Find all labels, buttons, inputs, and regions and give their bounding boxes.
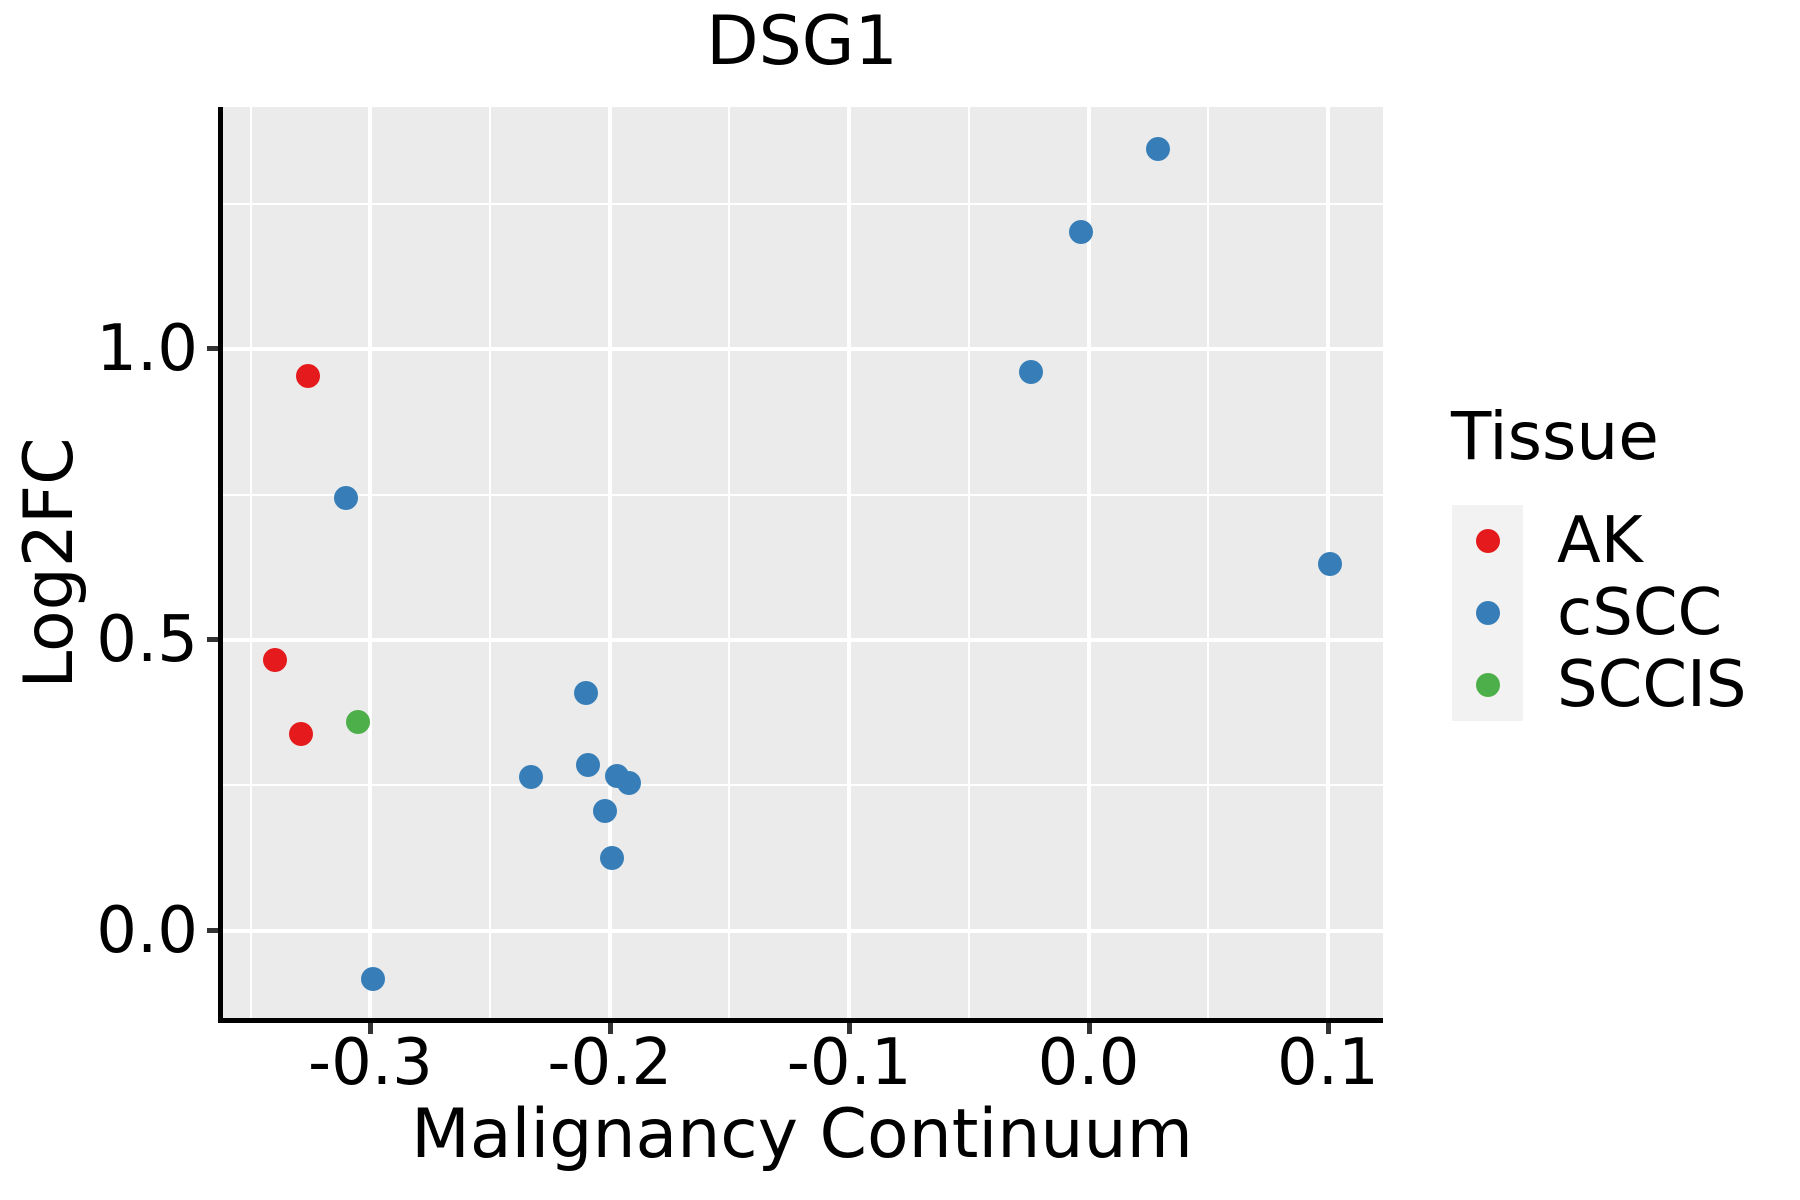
x-gridline-minor [728, 107, 731, 1020]
x-gridline-minor [967, 107, 970, 1020]
y-gridline-minor [222, 493, 1383, 496]
x-gridline-major [1086, 107, 1091, 1020]
y-axis-line [218, 107, 223, 1023]
y-tick [207, 346, 218, 352]
x-gridline-major [368, 107, 373, 1020]
data-point-cscc [600, 846, 625, 871]
legend-entry-label: AK [1557, 504, 1643, 578]
x-tick-label: -0.1 [786, 1026, 912, 1100]
legend-title: Tissue [1451, 398, 1659, 475]
y-gridline-major [222, 347, 1383, 352]
y-tick [207, 637, 218, 643]
y-tick [207, 927, 218, 933]
data-point-cscc [593, 799, 617, 824]
data-point-cscc [518, 764, 543, 789]
y-gridline-minor [222, 784, 1383, 787]
data-point-cscc [573, 680, 598, 705]
legend-entry-label: SCCIS [1557, 648, 1747, 722]
chart-title: DSG1 [706, 2, 898, 81]
legend-entry-label: cSCC [1557, 576, 1723, 650]
legend-swatch-dot [1475, 673, 1500, 697]
data-point-cscc [1145, 136, 1170, 161]
data-point-cscc [360, 966, 385, 991]
data-point-sccis [346, 710, 371, 735]
y-tick-label: 0.0 [96, 893, 198, 968]
legend-key [1452, 649, 1523, 721]
data-point-cscc [1069, 220, 1094, 245]
y-tick-label: 0.5 [96, 603, 198, 678]
x-tick [847, 1023, 853, 1034]
data-point-ak [296, 363, 321, 388]
x-tick-label: 0.1 [1277, 1026, 1379, 1100]
data-point-cscc [576, 753, 601, 778]
legend-key [1452, 577, 1523, 649]
x-tick-label: -0.2 [547, 1026, 673, 1100]
x-tick-label: -0.3 [307, 1026, 433, 1100]
data-point-cscc [334, 486, 359, 511]
x-tick [1325, 1023, 1331, 1034]
x-axis-line [218, 1018, 1383, 1023]
data-point-ak [262, 647, 287, 672]
legend-entry-sccis: SCCIS [1452, 649, 1747, 721]
legend-entry-cscc: cSCC [1452, 577, 1722, 649]
x-gridline-minor [489, 107, 492, 1020]
y-tick-label: 1.0 [96, 312, 198, 387]
data-point-ak [288, 722, 313, 747]
x-gridline-major [607, 107, 612, 1020]
legend-swatch-dot [1475, 529, 1500, 553]
data-point-cscc [616, 771, 641, 796]
x-tick [1086, 1023, 1092, 1034]
plot-panel [222, 107, 1383, 1020]
x-tick [607, 1023, 613, 1034]
y-axis-label: Log2FC [10, 437, 89, 689]
x-gridline-minor [249, 107, 252, 1020]
legend-key [1452, 505, 1523, 577]
x-tick-label: 0.0 [1037, 1026, 1140, 1100]
legend-swatch-dot [1475, 601, 1500, 625]
data-point-cscc [1019, 360, 1044, 385]
x-gridline-major [847, 107, 852, 1020]
x-gridline-minor [1207, 107, 1210, 1020]
x-axis-label: Malignancy Continuum [411, 1095, 1193, 1174]
x-tick [368, 1023, 374, 1034]
y-gridline-major [222, 638, 1383, 643]
legend-entry-ak: AK [1452, 505, 1643, 577]
y-gridline-major [222, 928, 1383, 933]
y-gridline-minor [222, 202, 1383, 205]
data-point-cscc [1318, 551, 1343, 576]
